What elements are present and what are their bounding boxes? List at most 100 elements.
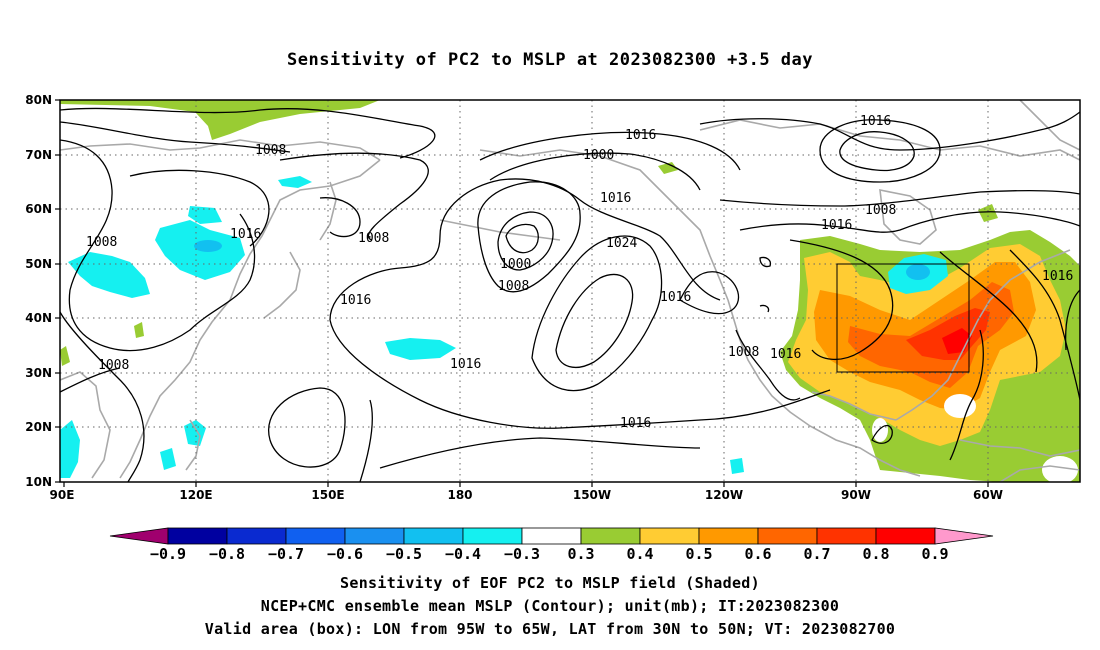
contour-line xyxy=(819,119,941,183)
contour-line xyxy=(759,256,772,268)
contour-label: 1008 xyxy=(98,358,129,373)
shade-patch-negative xyxy=(906,264,930,280)
shade-patch-negative xyxy=(385,338,456,360)
coastline-eastcoast xyxy=(895,249,1071,421)
colorbar-label: −0.8 xyxy=(209,545,245,563)
contour-label: 1016 xyxy=(770,347,801,362)
lon-label: 90E xyxy=(50,488,75,502)
contour-line xyxy=(555,273,634,368)
contour-label: 1000 xyxy=(500,257,531,272)
colorbar-label: −0.3 xyxy=(504,545,540,563)
contour-line xyxy=(1009,249,1080,401)
coastline-philippines xyxy=(185,419,201,471)
shade-hole xyxy=(1042,456,1078,482)
coastline-northamerica-west xyxy=(727,299,921,477)
lat-label: 20N xyxy=(25,420,52,434)
coastline-southamerica xyxy=(999,465,1080,482)
contour-line xyxy=(319,197,361,238)
contour-label: 1016 xyxy=(340,293,371,308)
lat-label: 40N xyxy=(25,311,52,325)
lon-label: 120E xyxy=(179,488,212,502)
lat-label: 50N xyxy=(25,257,52,271)
valid-area-box xyxy=(836,263,970,373)
shade-patch-negative xyxy=(184,420,206,446)
colorbar-label: −0.6 xyxy=(327,545,363,563)
lat-label: 60N xyxy=(25,202,52,216)
shade-patch-negative xyxy=(60,420,80,478)
map-frame xyxy=(59,99,1081,483)
lat-labels: 80N 70N 60N 50N 40N 30N 20N 10N xyxy=(25,93,52,489)
colorbar-arrow-high xyxy=(934,527,994,545)
contour-line xyxy=(479,131,741,171)
contour-label: 1008 xyxy=(498,279,529,294)
contour-line xyxy=(719,190,1080,207)
colorbar-swatch xyxy=(285,527,346,545)
colorbar-label: −0.4 xyxy=(445,545,481,563)
axis-ticks xyxy=(55,99,989,487)
contour-label: 1016 xyxy=(600,191,631,206)
contour-line xyxy=(759,304,770,313)
colorbar-label: 0.4 xyxy=(626,545,653,563)
contour-line xyxy=(279,152,429,241)
coastline-greenland xyxy=(1019,100,1080,151)
colorbar-swatch xyxy=(639,527,700,545)
contour-label: 1016 xyxy=(860,114,891,129)
lon-label: 150E xyxy=(311,488,344,502)
lat-label: 10N xyxy=(25,475,52,489)
contour-line xyxy=(871,424,893,444)
shade-patch-positive xyxy=(60,100,380,140)
contour-line xyxy=(735,329,801,401)
contour-label: 1016 xyxy=(620,416,651,431)
colorbar-label: 0.8 xyxy=(862,545,889,563)
contour-line xyxy=(329,319,831,429)
contour-label: 1016 xyxy=(230,227,261,242)
colorbar-swatch xyxy=(462,527,523,545)
contour-line xyxy=(939,251,1038,373)
colorbar-swatch xyxy=(344,527,405,545)
contour-label: 1008 xyxy=(358,231,389,246)
contour-line xyxy=(679,271,740,315)
contour-line xyxy=(329,178,721,321)
chart-title: Sensitivity of PC2 to MSLP at 2023082300… xyxy=(286,50,813,70)
shade-patch-negative xyxy=(730,458,744,474)
contour-line xyxy=(839,131,915,172)
contour-label: 1016 xyxy=(450,357,481,372)
contour-label: 1008 xyxy=(865,203,896,218)
contour-label: 1008 xyxy=(86,235,117,250)
contour-label: 1000 xyxy=(583,148,614,163)
colorbar-label: 0.9 xyxy=(921,545,948,563)
colorbar-swatch xyxy=(875,527,936,545)
contour-label: 1016 xyxy=(625,128,656,143)
contour-line xyxy=(477,181,581,293)
colorbar-swatch xyxy=(226,527,287,545)
lat-label: 80N xyxy=(25,93,52,107)
lon-label: 150W xyxy=(573,488,611,502)
colorbar-label: −0.9 xyxy=(150,545,186,563)
contour-line xyxy=(531,235,663,392)
shade-patch-negative xyxy=(278,176,312,188)
lon-label: 120W xyxy=(705,488,743,502)
shade-patch-negative xyxy=(194,240,222,252)
shade-patch-positive xyxy=(134,322,144,338)
contour-line xyxy=(60,367,121,393)
contour-line xyxy=(497,211,554,271)
contour-label: 1008 xyxy=(255,143,286,158)
coastline-kamchatka xyxy=(319,181,337,241)
contour-label: 1024 xyxy=(606,236,637,251)
colorbar-label: −0.5 xyxy=(386,545,422,563)
colorbar-swatch xyxy=(816,527,877,545)
colorbar-label: 0.6 xyxy=(744,545,771,563)
contour-line xyxy=(949,329,984,461)
shade-patch-positive xyxy=(60,346,70,366)
lon-label: 60W xyxy=(973,488,1003,502)
shade-patch-positive xyxy=(658,162,678,174)
shade-hole xyxy=(872,418,888,442)
contour-line xyxy=(267,387,346,468)
contour-line xyxy=(60,311,145,482)
colorbar-swatch xyxy=(580,527,641,545)
contour-line xyxy=(739,211,1080,233)
lon-labels: 90E 120E 150E 180 150W 120W 90W 60W xyxy=(50,488,1003,502)
contour-label: 1016 xyxy=(660,290,691,305)
caption-shaded: Sensitivity of EOF PC2 to MSLP field (Sh… xyxy=(340,574,760,592)
